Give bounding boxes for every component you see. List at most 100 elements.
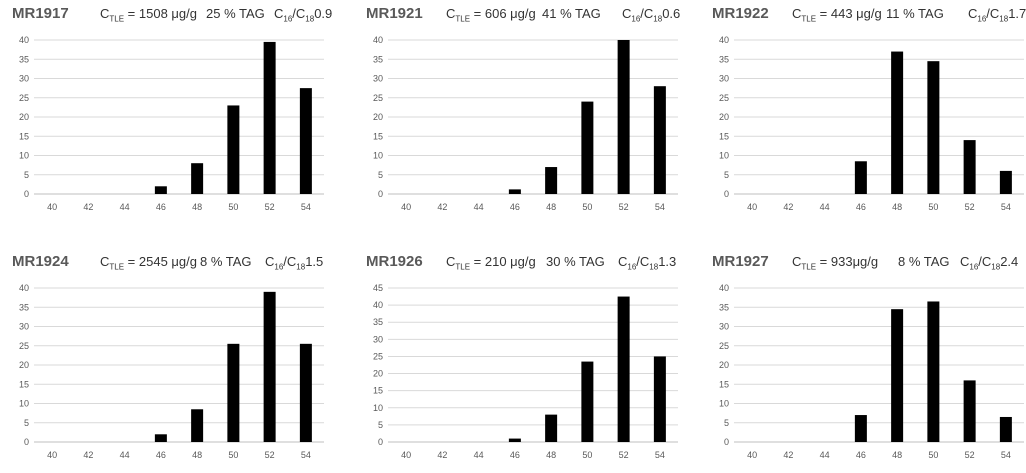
x-tick-label: 50 [228,202,238,212]
x-tick-label: 52 [265,202,275,212]
x-tick-label: 42 [83,450,93,460]
chart-panel-2: 0 5 10 15 20 25 30 35 40 40 42 44 46 48 50 52 54 MR1921 CT… [358,0,688,225]
x-tick-label: 40 [401,202,411,212]
y-tick-label: 15 [373,131,383,141]
sample-name: MR1926 [366,253,423,270]
chart-title: MR1926 CTLE = 210 μg/g 30 % TAG C16/C181.3 [366,253,684,278]
sample-name: MR1922 [712,5,769,22]
y-tick-label: 35 [719,54,729,64]
tag-percentage: 41 % TAG [542,6,601,21]
x-tick-label: 52 [965,202,975,212]
bar [154,186,167,194]
c16-c18-ratio: C16/C180.6 [622,6,681,24]
x-tick-label: 54 [301,202,311,212]
x-tick-label: 44 [474,202,484,212]
x-tick-label: 42 [783,450,793,460]
y-tick-label: 15 [719,379,729,389]
x-tick-label: 44 [120,450,130,460]
x-tick-label: 50 [582,450,592,460]
y-tick-label: 40 [719,35,729,45]
x-tick-label: 40 [47,202,57,212]
y-tick-label: 0 [24,437,29,447]
y-tick-label: 45 [373,283,383,293]
bar [191,163,204,194]
y-tick-label: 15 [19,131,29,141]
y-tick-label: 10 [19,151,29,161]
chart-title: MR1917 CTLE = 1508 μg/g 25 % TAG C16/C180.9 [12,5,333,30]
x-tick-label: 48 [892,450,902,460]
y-tick-label: 5 [24,170,29,180]
x-tick-label: 50 [928,450,938,460]
bar [617,40,630,194]
tag-percentage: 8 % TAG [200,254,252,269]
y-tick-label: 40 [19,283,29,293]
tag-percentage: 30 % TAG [546,254,605,269]
ctle-concentration: CTLE = 210 μg/g [446,254,536,272]
y-tick-label: 20 [19,112,29,122]
chart-panel-1: 0 5 10 15 20 25 30 35 40 40 42 44 46 48 50 52 54 MR1917 CT… [4,0,334,225]
bar [999,170,1012,194]
bar [963,140,976,194]
y-tick-label: 25 [719,341,729,351]
x-tick-label: 52 [619,450,629,460]
chart-title: MR1921 CTLE = 606 μg/g 41 % TAG C16/C180.6 [366,5,684,30]
bar-chart: 0 5 10 15 20 25 30 35 40 40 42 44 46 48 50 52 54 [719,35,1024,212]
y-tick-label: 0 [378,437,383,447]
y-tick-label: 15 [719,131,729,141]
ctle-concentration: CTLE = 1508 μg/g [100,6,197,24]
bar [227,343,240,442]
x-tick-label: 50 [228,450,238,460]
bar [299,88,312,194]
c16-c18-ratio: C16/C181.5 [265,254,324,272]
bar [653,356,666,442]
x-tick-label: 44 [820,202,830,212]
ctle-concentration: CTLE = 443 μg/g [792,6,882,24]
ctle-concentration: CTLE = 2545 μg/g [100,254,197,272]
x-tick-label: 46 [856,450,866,460]
y-tick-label: 10 [373,403,383,413]
y-tick-label: 5 [724,170,729,180]
x-tick-label: 52 [965,450,975,460]
bar [263,41,276,194]
bar-chart: 0 5 10 15 20 25 30 35 40 40 42 44 46 48 50 52 54 [19,35,324,212]
y-tick-label: 25 [719,93,729,103]
c16-c18-ratio: C16/C180.9 [274,6,333,24]
chart-title: MR1924 CTLE = 2545 μg/g 8 % TAG C16/C181.5 [12,253,330,278]
chart-title: MR1922 CTLE = 443 μg/g 11 % TAG C16/C181.7 [712,5,1026,30]
x-tick-label: 44 [474,450,484,460]
y-tick-label: 40 [719,283,729,293]
y-tick-label: 40 [373,300,383,310]
sample-name: MR1917 [12,5,69,22]
c16-c18-ratio: C16/C182.4 [960,254,1019,272]
y-tick-label: 20 [719,112,729,122]
bar [891,51,904,194]
chart-panel-5: 0 5 10 15 20 25 30 35 40 45 40 42 44 46 48 50 52 54 MR1926… [358,248,688,473]
y-tick-label: 10 [373,151,383,161]
bar [581,361,594,442]
y-tick-label: 5 [378,420,383,430]
x-tick-label: 44 [820,450,830,460]
y-tick-label: 5 [378,170,383,180]
y-tick-label: 40 [19,35,29,45]
bar [508,438,521,442]
x-tick-label: 46 [156,202,166,212]
y-tick-label: 25 [19,93,29,103]
y-tick-label: 10 [719,399,729,409]
x-tick-label: 54 [655,450,665,460]
x-tick-label: 46 [156,450,166,460]
y-tick-label: 35 [19,302,29,312]
tag-percentage: 11 % TAG [886,6,944,21]
y-tick-label: 5 [724,418,729,428]
y-tick-label: 15 [19,379,29,389]
bar [299,343,312,442]
x-tick-label: 52 [619,202,629,212]
chart-panel-4: 0 5 10 15 20 25 30 35 40 40 42 44 46 48 50 52 54 MR1924 CT… [4,248,334,473]
x-tick-label: 48 [546,202,556,212]
bar-chart: 0 5 10 15 20 25 30 35 40 40 42 44 46 48 50 52 54 [373,35,678,212]
y-tick-label: 30 [719,322,729,332]
x-tick-label: 50 [582,202,592,212]
x-tick-label: 42 [83,202,93,212]
y-tick-label: 40 [373,35,383,45]
bar [263,291,276,442]
y-tick-label: 30 [19,322,29,332]
